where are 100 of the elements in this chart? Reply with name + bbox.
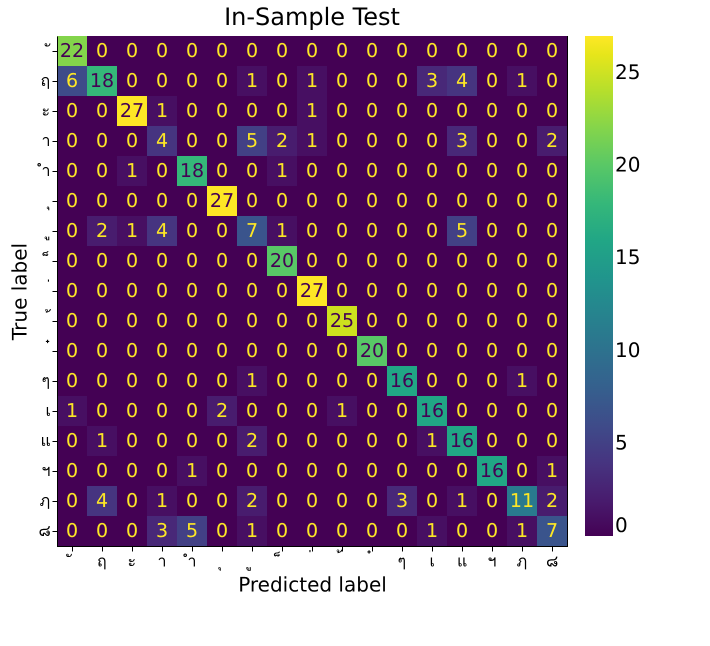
data-label: 1: [516, 70, 528, 92]
data-label: 1: [96, 430, 108, 452]
x-tick-label: เ: [430, 552, 434, 570]
data-label: 0: [426, 310, 438, 332]
data-label: 0: [96, 520, 108, 542]
x-tick-label: ๘: [546, 552, 558, 570]
x-tick-label: ็: [273, 550, 282, 570]
data-label: 1: [246, 520, 258, 542]
y-tick-label: ๆ: [42, 371, 50, 390]
data-label: 0: [66, 280, 78, 302]
data-label: 0: [276, 370, 288, 392]
data-label: 1: [306, 70, 318, 92]
data-label: 0: [366, 100, 378, 122]
data-label: 0: [456, 280, 468, 302]
x-tick-label: ะ: [128, 552, 136, 570]
data-label: 0: [486, 160, 498, 182]
data-label: 0: [306, 460, 318, 482]
data-label: 0: [126, 340, 138, 362]
data-label: 0: [156, 310, 168, 332]
data-label: 0: [396, 40, 408, 62]
color-bar-label: 10: [615, 338, 640, 362]
data-label: 0: [186, 40, 198, 62]
color-bar-label: 15: [615, 245, 640, 270]
data-label: 0: [366, 370, 378, 392]
data-label: 0: [306, 160, 318, 182]
data-label: 7: [546, 520, 558, 542]
data-label: 0: [186, 130, 198, 152]
data-label: 0: [546, 370, 558, 392]
data-label: 1: [306, 100, 318, 122]
data-label: 0: [366, 70, 378, 92]
data-label: 0: [126, 70, 138, 92]
data-label: 0: [276, 430, 288, 452]
data-label: 0: [366, 160, 378, 182]
data-label: 0: [216, 490, 228, 512]
data-label: 0: [96, 400, 108, 422]
data-label: 0: [426, 130, 438, 152]
data-label: 3: [156, 520, 168, 542]
data-label: 0: [306, 490, 318, 512]
data-label: 0: [246, 310, 258, 332]
data-label: 16: [420, 400, 444, 422]
data-label: 0: [396, 190, 408, 212]
data-label: 0: [186, 340, 198, 362]
data-label: 3: [456, 130, 468, 152]
data-label: 0: [366, 190, 378, 212]
data-label: 2: [246, 490, 258, 512]
data-label: 0: [126, 370, 138, 392]
data-label: 0: [546, 70, 558, 92]
data-label: 0: [426, 190, 438, 212]
data-label: 0: [186, 280, 198, 302]
data-label: 0: [186, 310, 198, 332]
data-label: 0: [336, 460, 348, 482]
data-label: 0: [216, 310, 228, 332]
data-label: 0: [516, 460, 528, 482]
data-label: 0: [216, 460, 228, 482]
data-label: 4: [156, 130, 168, 152]
data-label: 27: [210, 190, 234, 212]
data-label: 0: [186, 400, 198, 422]
x-tick-label: ๆ: [398, 552, 406, 570]
data-label: 0: [306, 220, 318, 242]
data-label: 0: [426, 490, 438, 512]
data-label: 0: [126, 520, 138, 542]
data-label: 0: [396, 460, 408, 482]
data-label: 0: [366, 460, 378, 482]
data-label: 0: [396, 310, 408, 332]
data-label: 1: [126, 220, 138, 242]
x-tick-label: ุ: [218, 552, 222, 572]
data-label: 0: [156, 280, 168, 302]
data-label: 0: [516, 250, 528, 272]
data-label: 4: [456, 70, 468, 92]
data-label: 0: [366, 490, 378, 512]
data-label: 0: [66, 190, 78, 212]
data-label: 22: [60, 40, 84, 62]
data-label: 0: [276, 490, 288, 512]
data-label: 0: [456, 190, 468, 212]
data-label: 7: [246, 220, 258, 242]
data-label: 0: [366, 430, 378, 452]
data-label: 0: [426, 280, 438, 302]
data-label: 1: [246, 70, 258, 92]
y-tick-label: ่: [48, 279, 50, 300]
data-label: 0: [426, 460, 438, 482]
data-label: 0: [456, 340, 468, 362]
data-label: 0: [66, 370, 78, 392]
data-label: 0: [336, 160, 348, 182]
x-tick-label: ฦ: [516, 552, 528, 570]
data-label: 0: [396, 70, 408, 92]
data-label: 0: [276, 280, 288, 302]
y-tick-label: ำ: [36, 161, 50, 180]
data-label: 0: [426, 250, 438, 272]
x-axis-title: Predicted label: [238, 572, 387, 596]
data-label: 0: [336, 280, 348, 302]
data-label: 0: [306, 430, 318, 452]
data-label: 0: [246, 40, 258, 62]
data-label: 0: [306, 370, 318, 392]
data-label: 0: [336, 430, 348, 452]
x-tick-label: ฤ: [97, 552, 107, 570]
x-tick-label: า: [158, 552, 166, 570]
data-label: 1: [126, 160, 138, 182]
data-label: 0: [546, 250, 558, 272]
data-label: 0: [126, 430, 138, 452]
data-label: 0: [306, 190, 318, 212]
